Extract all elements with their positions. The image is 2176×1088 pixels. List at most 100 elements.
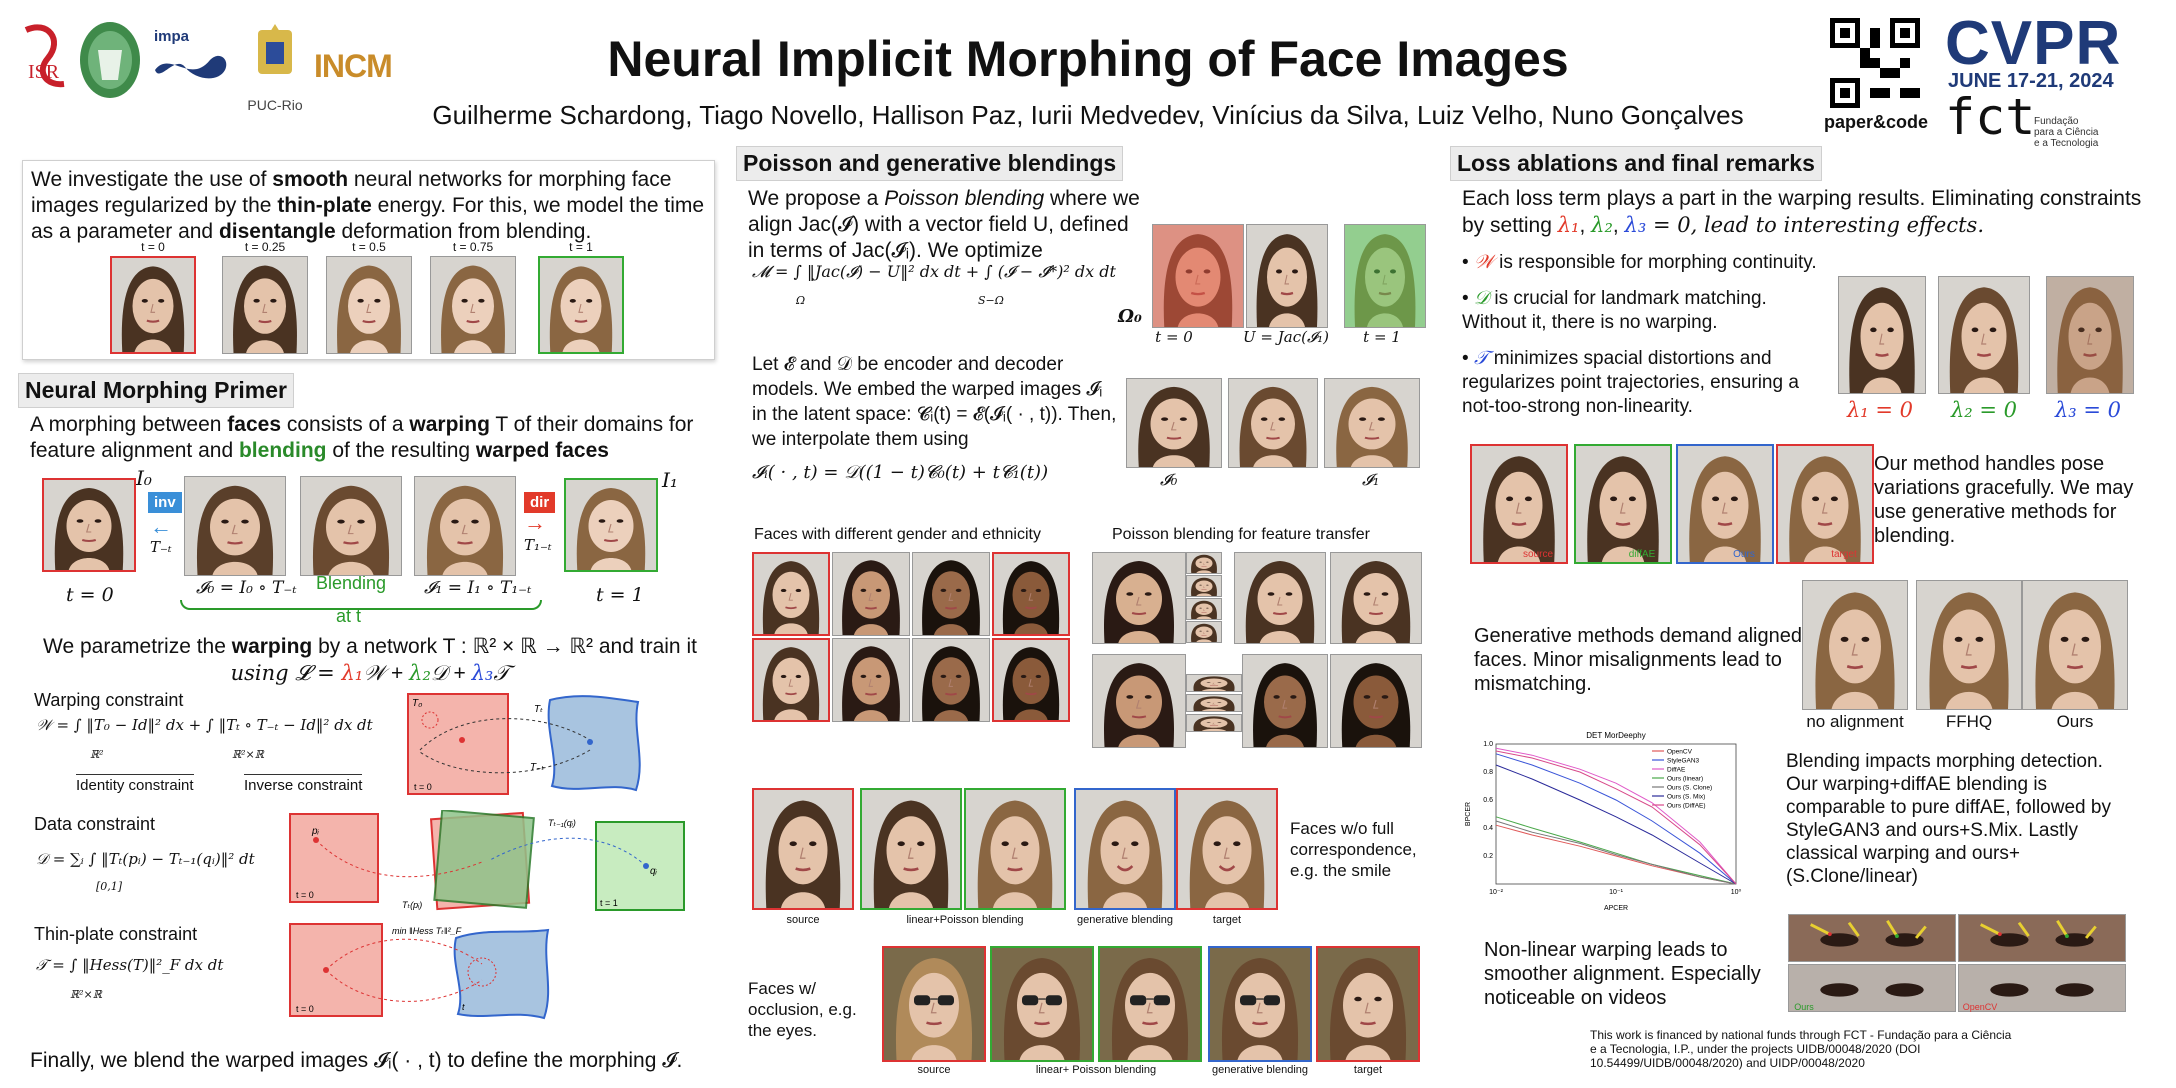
pose-label: Ours <box>1733 549 1755 560</box>
label-t1: t = 1 <box>596 584 644 606</box>
pose-face <box>1574 444 1672 564</box>
target-face <box>564 478 658 572</box>
inv-arrow: ← <box>150 514 172 539</box>
smile-face <box>860 788 962 910</box>
qr-code[interactable] <box>1830 18 1920 108</box>
latent-face <box>1324 378 1420 468</box>
poisson-text: We propose a Poisson blending where we a… <box>748 187 1140 262</box>
blended-face <box>300 476 402 576</box>
thinplate-diagram: min ‖Hess Tₜ‖²_F t = 0 t <box>289 923 550 1020</box>
align-text: Generative methods demand aligned faces.… <box>1474 625 1802 695</box>
poisson-cap1: U = Jac(𝓘₁) <box>1243 328 1329 346</box>
svg-text:t = 0: t = 0 <box>296 890 314 900</box>
smile-face <box>964 788 1066 910</box>
pose-label: diffAE <box>1628 549 1656 560</box>
align-face <box>1916 580 2022 710</box>
video-label-ours: Ours <box>1794 1002 1814 1012</box>
cap-l2: λ₂ = 0 <box>1950 398 2018 422</box>
intro-time-label: t = 0.75 <box>452 240 494 254</box>
detection-text: Blending impacts morphing detection. Our… <box>1786 751 2111 887</box>
svg-text:Tₜ(pᵢ): Tₜ(pᵢ) <box>402 900 422 910</box>
eq-warped-i1: 𝓘₁ = I₁ ∘ T₁₋ₜ <box>424 578 532 598</box>
poisson-vector-face <box>1246 224 1328 328</box>
label-i0: I₀ <box>136 466 152 490</box>
bullet-w: • 𝒲 is responsible for morphing continui… <box>1462 251 1817 273</box>
poisson-cap2: t = 1 <box>1363 328 1401 346</box>
tc-sub: ℝ²×ℝ <box>70 988 102 1001</box>
smile-caption: target <box>1212 914 1242 926</box>
faces-gender-title: Faces with different gender and ethnicit… <box>754 526 1041 543</box>
gender-face <box>832 638 910 722</box>
svg-text:qᵢ: qᵢ <box>650 866 658 877</box>
transfer-source-face <box>1092 552 1186 644</box>
poster-title: Neural Implicit Morphing of Face Images <box>607 31 1569 87</box>
align-face <box>1802 580 1908 710</box>
smile-caption: linear+Poisson blending <box>906 914 1024 926</box>
intro-time-label: t = 0.25 <box>244 240 286 254</box>
y-tick-label: 1.0 <box>1483 741 1493 748</box>
legend-entry: OpenCV <box>1667 749 1693 756</box>
logo-coimbra-seal <box>78 20 142 100</box>
legend-entry: DiffAE <box>1667 767 1686 774</box>
svg-text:t: t <box>462 1002 465 1012</box>
latent-text: Let 𝓔 and 𝒟 be encoder and decoder model… <box>752 354 1117 450</box>
label-t0: t = 0 <box>66 584 114 606</box>
smile-face <box>1176 788 1278 910</box>
poisson-target-face <box>1344 224 1426 328</box>
pose-face <box>1676 444 1774 564</box>
logo-isr: ISR <box>18 20 70 92</box>
svg-text:T₋ₜ: T₋ₜ <box>530 762 544 773</box>
occlusion-face <box>1208 946 1312 1062</box>
warped-face <box>414 476 516 576</box>
intro-face <box>538 256 624 354</box>
logo-puc-rio: PUC-Rio <box>240 22 310 113</box>
x-tick-label: 10⁻¹ <box>1609 889 1623 896</box>
dir-arrow: → <box>524 510 546 535</box>
poisson-equation: 𝓜 = ∫ ‖Jac(𝓘) − U‖² dx dt + ∫ (𝓘 − 𝓘*)² … <box>752 262 1116 281</box>
data-constraint-eq: 𝒟 = ∑ᵢ ∫ ‖Tₜ(pᵢ) − Tₜ₋₁(qᵢ)‖² dt <box>36 850 255 868</box>
video-frame <box>1958 914 2126 962</box>
y-tick-label: 0.2 <box>1483 853 1493 860</box>
poisson-sub2: S−Ω <box>978 294 1004 307</box>
cvpr-logo: CVPR <box>1945 9 2122 78</box>
legend-entry: Ours (S. Mix) <box>1667 794 1705 801</box>
series-line <box>1495 747 1737 885</box>
align-caption: Ours <box>2056 712 2094 731</box>
warped-face <box>184 476 286 576</box>
wc-sub2: ℝ²×ℝ <box>232 748 264 761</box>
svg-text:Tₜ₋₁(qᵢ): Tₜ₋₁(qᵢ) <box>548 818 576 828</box>
chart-title: DET MorDeephy <box>1586 731 1645 740</box>
label-i1: I₁ <box>662 468 678 492</box>
label-warped-i0: 𝓘₀ <box>1160 470 1178 489</box>
ablation-face <box>1938 276 2030 394</box>
warping-constraint-eq: 𝒲 = ∫ ‖T₀ − Id‖² dx + ∫ ‖Tₜ ∘ T₋ₜ − Id‖²… <box>36 716 373 734</box>
param-text: We parametrize the warping by a network … <box>43 635 697 685</box>
smile-caption: generative blending <box>1076 914 1174 926</box>
intro-time-label: t = 1 <box>569 240 593 254</box>
align-face <box>2022 580 2128 710</box>
series-line <box>1495 753 1737 885</box>
dir-badge: dir <box>524 492 556 513</box>
transfer-patch <box>1186 552 1222 574</box>
transfer-patch <box>1186 598 1222 620</box>
cvpr-dates: JUNE 17-21, 2024 <box>1948 70 2114 92</box>
bullet-t: • 𝒯 minimizes spacial distortions and re… <box>1462 347 1799 417</box>
transfer-patch <box>1186 621 1222 643</box>
svg-text:ISR: ISR <box>28 61 60 83</box>
gender-face <box>832 552 910 636</box>
svg-text:min ‖Hess Tₜ‖²_F: min ‖Hess Tₜ‖²_F <box>392 926 462 936</box>
svg-text:pᵢ: pᵢ <box>311 826 320 837</box>
transfer-target-face <box>1330 654 1422 748</box>
gender-face <box>752 552 830 636</box>
poisson-cap0: t = 0 <box>1155 328 1193 346</box>
video-frame <box>1788 914 1956 962</box>
poisson-title: Poisson and generative blendings <box>736 146 1124 181</box>
legend-entry: StyleGAN3 <box>1667 758 1700 765</box>
nonlinear-text: Non-linear warping leads to smoother ali… <box>1484 939 1761 1009</box>
label-tp: T₁₋ₜ <box>524 536 552 554</box>
data-diagram: pᵢ qᵢ Tₜ(pᵢ) Tₜ₋₁(qᵢ) t = 0 t = 1 <box>289 810 685 911</box>
domain-t1 <box>595 821 685 911</box>
ablation-face <box>1838 276 1926 394</box>
intro-face <box>110 256 196 354</box>
cap-l1: λ₁ = 0 <box>1846 398 1914 422</box>
